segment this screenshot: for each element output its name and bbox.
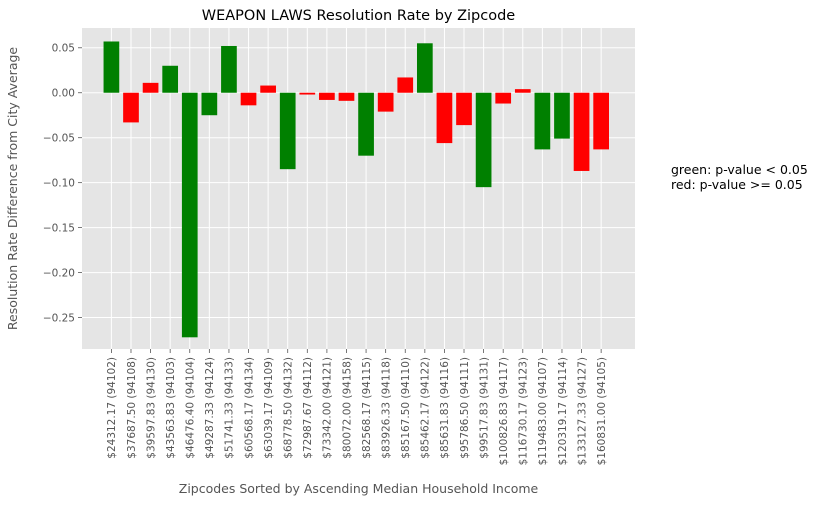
bar [279, 92, 296, 170]
x-tick-label: $24312.17 (94102) [106, 357, 118, 459]
y-tick-label: −0.15 [43, 222, 75, 234]
bar [181, 92, 198, 338]
bar [495, 92, 512, 104]
x-tick-label: $63039.17 (94109) [263, 357, 275, 459]
bar [416, 43, 433, 93]
bar [573, 92, 590, 171]
x-tick-label: $73342.00 (94121) [322, 357, 334, 459]
x-tick-label: $49287.33 (94124) [204, 357, 216, 459]
x-tick-label: $160831.00 (94105) [596, 357, 608, 465]
x-tick-label: $85631.83 (94116) [439, 357, 451, 459]
legend-note-red: red: p-value >= 0.05 [671, 177, 803, 192]
bar [201, 92, 218, 116]
bar [240, 92, 257, 106]
y-tick-label: −0.20 [43, 267, 75, 279]
bar [103, 41, 120, 93]
x-tick-label: $116730.17 (94123) [518, 357, 530, 465]
x-tick-label: $85167.50 (94110) [400, 357, 412, 459]
bar [260, 85, 276, 93]
bar [475, 92, 492, 188]
x-tick-label: $37687.50 (94108) [126, 357, 138, 459]
x-tick-label: $119483.00 (94107) [537, 357, 549, 465]
x-tick-label: $100826.83 (94117) [498, 357, 510, 465]
y-tick-label: −0.05 [43, 132, 75, 144]
bar [397, 77, 414, 93]
y-tick-label: 0.00 [52, 88, 75, 100]
x-axis-ticks: $24312.17 (94102) $37687.50 (94108) $39597… [106, 349, 608, 465]
bar [221, 45, 237, 93]
x-tick-label: $85462.17 (94122) [420, 357, 432, 459]
bar [338, 92, 355, 101]
x-tick-label: $82568.17 (94115) [361, 357, 373, 459]
y-tick-label: 0.05 [52, 43, 75, 55]
x-tick-label: $133127.33 (94127) [576, 357, 588, 465]
x-axis-title: Zipcodes Sorted by Ascending Median Hous… [179, 481, 539, 496]
bar [299, 92, 316, 95]
bar [358, 92, 374, 156]
x-tick-label: $51741.33 (94133) [224, 357, 236, 459]
x-tick-label: $83926.33 (94118) [380, 357, 392, 459]
x-tick-label: $43563.83 (94103) [165, 357, 177, 459]
bar [593, 92, 609, 150]
x-tick-label: $120319.17 (94114) [557, 357, 569, 465]
y-axis-title: Resolution Rate Difference from City Ave… [5, 47, 20, 331]
x-tick-label: $60568.17 (94134) [243, 357, 255, 459]
bar [534, 92, 551, 150]
chart-title: WEAPON LAWS Resolution Rate by Zipcode [202, 8, 516, 24]
bar [514, 89, 531, 93]
bar [319, 92, 335, 100]
y-axis-ticks: 0.05 0.00 −0.05 −0.10 −0.15 −0.20 −0.25 [43, 43, 82, 324]
x-tick-label: $80072.00 (94158) [341, 357, 353, 459]
grid [82, 28, 635, 349]
y-tick-label: −0.10 [43, 177, 75, 189]
legend-note-green: green: p-value < 0.05 [671, 162, 808, 177]
bar [377, 92, 394, 112]
x-tick-label: $72987.67 (94112) [302, 357, 314, 459]
x-tick-label: $99517.83 (94131) [478, 357, 490, 459]
bars [103, 41, 609, 338]
bar [436, 92, 453, 144]
bar [554, 92, 570, 139]
x-tick-label: $46476.40 (94104) [185, 357, 197, 459]
x-tick-label: $95786.50 (94111) [459, 357, 471, 459]
bar [142, 82, 159, 93]
y-tick-label: −0.25 [43, 312, 75, 324]
bar [162, 65, 179, 93]
bar [456, 92, 472, 126]
x-tick-label: $68778.50 (94132) [283, 357, 295, 459]
x-tick-label: $39597.83 (94130) [145, 357, 157, 459]
bar [123, 92, 139, 123]
